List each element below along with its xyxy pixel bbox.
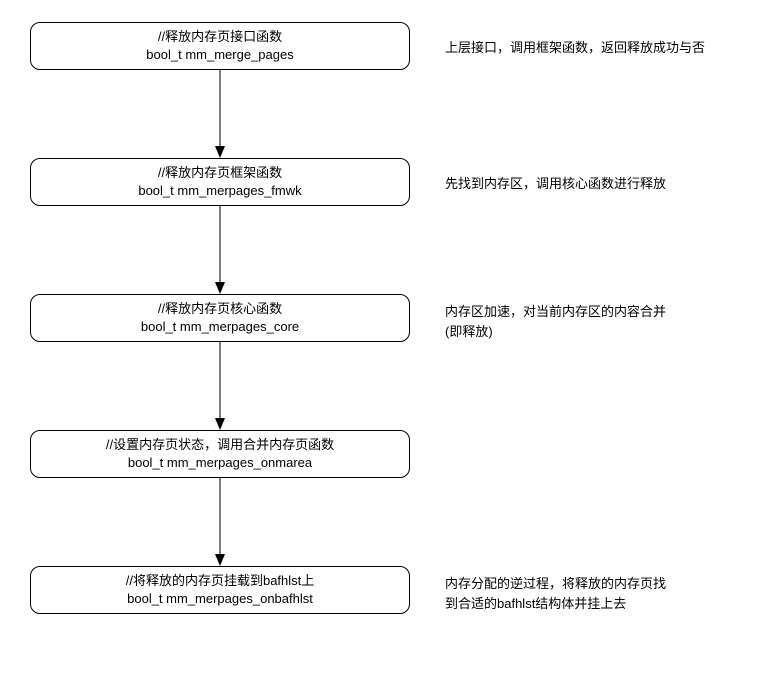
flow-node-2: //释放内存页框架函数 bool_t mm_merpages_fmwk [30,158,410,206]
annotation-2: 先找到内存区，调用核心函数进行释放 [445,174,666,194]
node-2-line2: bool_t mm_merpages_fmwk [37,182,403,200]
node-1-line2: bool_t mm_merge_pages [37,46,403,64]
annotation-5: 内存分配的逆过程，将释放的内存页找 到合适的bafhlst结构体并挂上去 [445,574,666,613]
flow-node-5: //将释放的内存页挂载到bafhlst上 bool_t mm_merpages_… [30,566,410,614]
flow-node-1: //释放内存页接口函数 bool_t mm_merge_pages [30,22,410,70]
annotation-3: 内存区加速，对当前内存区的内容合并 (即释放) [445,302,666,341]
node-2-line1: //释放内存页框架函数 [37,164,403,182]
node-5-line1: //将释放的内存页挂载到bafhlst上 [37,572,403,590]
flow-node-4: //设置内存页状态，调用合并内存页函数 bool_t mm_merpages_o… [30,430,410,478]
node-3-line1: //释放内存页核心函数 [37,300,403,318]
node-5-line2: bool_t mm_merpages_onbafhlst [37,590,403,608]
node-3-line2: bool_t mm_merpages_core [37,318,403,336]
flow-node-3: //释放内存页核心函数 bool_t mm_merpages_core [30,294,410,342]
node-4-line1: //设置内存页状态，调用合并内存页函数 [37,436,403,454]
node-4-line2: bool_t mm_merpages_onmarea [37,454,403,472]
annotation-1: 上层接口，调用框架函数，返回释放成功与否 [445,38,705,58]
node-1-line1: //释放内存页接口函数 [37,28,403,46]
